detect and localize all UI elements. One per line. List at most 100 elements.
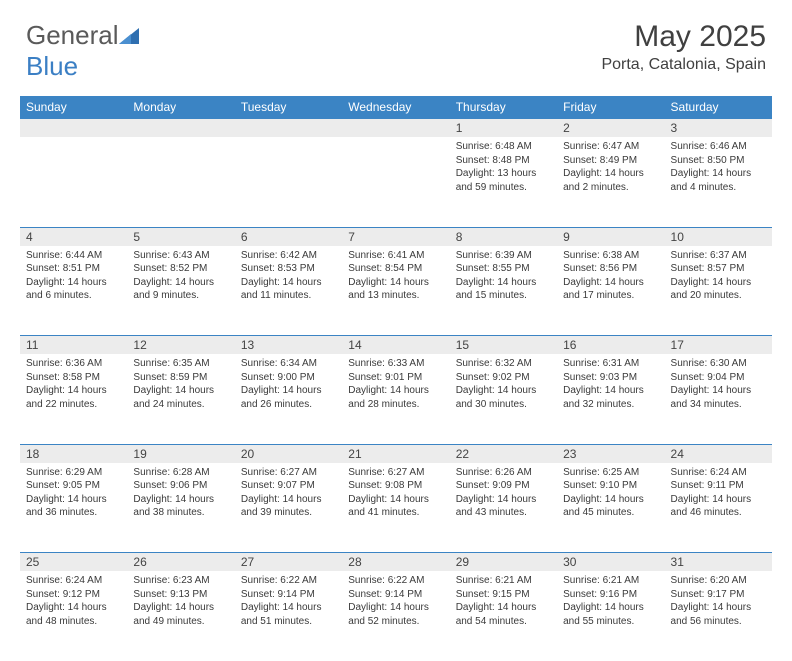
day-cell-body: Sunrise: 6:32 AM Sunset: 9:02 PM Daylight:… [450,354,557,417]
day-cell-body: Sunrise: 6:25 AMSunset: 9:10 PMDaylight:… [557,463,664,526]
sunrise-line: Sunrise: 6:27 AM [241,467,317,478]
day-cell-body: Sunrise: 6:48 AMSunset: 8:48 PMDaylight:… [450,137,557,200]
daylight-line: Daylight: 14 hours and 48 minutes. [26,602,107,627]
day-cell: Sunrise: 6:34 AMSunset: 9:00 PMDaylight:… [235,354,342,444]
sunrise-line: Sunrise: 6:41 AM [348,250,424,261]
sunrise-line: Sunrise: 6:35 AM [133,358,209,369]
daylight-line: Daylight: 14 hours and 24 minutes. [133,385,214,410]
sunset-line: Sunset: 9:12 PM [26,589,100,600]
sunset-line: Sunset: 9:08 PM [348,480,422,491]
day-cell: Sunrise: 6:28 AMSunset: 9:06 PMDaylight:… [127,463,234,553]
week-row: Sunrise: 6:29 AMSunset: 9:05 PMDaylight:… [20,463,772,553]
day-cell-empty [127,137,234,227]
day-number-row: 45678910 [20,227,772,246]
daylight-line: Daylight: 14 hours and 6 minutes. [26,277,107,302]
day-cell: Sunrise: 6:32 AM Sunset: 9:02 PM Daylight:… [450,354,557,444]
day-cell-body: Sunrise: 6:28 AMSunset: 9:06 PMDaylight:… [127,463,234,526]
day-cell: Sunrise: 6:31 AMSunset: 9:03 PMDaylight:… [557,354,664,444]
sunrise-line: Sunrise: 6:39 AM [456,250,532,261]
daylight-line: Daylight: 14 hours and 20 minutes. [671,277,752,302]
sunrise-line: Sunrise: 6:30 AM [671,358,747,369]
sunset-line: Sunset: 9:16 PM [563,589,637,600]
sunset-line: Sunset: 8:51 PM [26,263,100,274]
sunrise-line: Sunrise: 6:24 AM [671,467,747,478]
daylight-line: Daylight: 14 hours and 32 minutes. [563,385,644,410]
day-number: 2 [557,119,664,138]
calendar-table: SundayMondayTuesdayWednesdayThursdayFrid… [20,96,772,661]
sunrise-line: Sunrise: 6:48 AM [456,141,532,152]
day-cell: Sunrise: 6:21 AMSunset: 9:15 PMDaylight:… [450,571,557,661]
day-cell-body: Sunrise: 6:38 AMSunset: 8:56 PMDaylight:… [557,246,664,309]
day-number: 6 [235,227,342,246]
sunrise-line: Sunrise: 6:24 AM [26,575,102,586]
daylight-line: Daylight: 14 hours and 41 minutes. [348,494,429,519]
day-cell-body: Sunrise: 6:35 AMSunset: 8:59 PMDaylight:… [127,354,234,417]
day-number: 4 [20,227,127,246]
daylight-line: Daylight: 14 hours and 55 minutes. [563,602,644,627]
daylight-line: Daylight: 14 hours and 11 minutes. [241,277,322,302]
sunset-line: Sunset: 9:06 PM [133,480,207,491]
day-cell-body: Sunrise: 6:23 AMSunset: 9:13 PMDaylight:… [127,571,234,634]
logo-triangle-icon [119,28,139,44]
day-number: 1 [450,119,557,138]
day-number-row: 123 [20,119,772,138]
sunrise-line: Sunrise: 6:22 AM [348,575,424,586]
day-cell: Sunrise: 6:37 AM Sunset: 8:57 PM Daylight:… [665,246,772,336]
daylight-line: Daylight: 14 hours and 30 minutes. [456,385,537,410]
logo-text: General Blue [26,20,139,82]
sunset-line: Sunset: 9:05 PM [26,480,100,491]
day-cell: Sunrise: 6:29 AMSunset: 9:05 PMDaylight:… [20,463,127,553]
day-number: 29 [450,553,557,572]
daylight-line: Daylight: 14 hours and 4 minutes. [671,168,752,193]
sunrise-line: Sunrise: 6:42 AM [241,250,317,261]
daylight-line: Daylight: 14 hours and 13 minutes. [348,277,429,302]
day-number-row: 18192021222324 [20,444,772,463]
day-cell: Sunrise: 6:35 AMSunset: 8:59 PMDaylight:… [127,354,234,444]
daylight-line: Daylight: 13 hours and 59 minutes. [456,168,537,193]
sunset-line: Sunset: 9:02 PM [456,372,530,383]
day-of-week-header-row: SundayMondayTuesdayWednesdayThursdayFrid… [20,96,772,119]
sunset-line: Sunset: 8:49 PM [563,155,637,166]
day-number: 31 [665,553,772,572]
day-cell-body: Sunrise: 6:26 AMSunset: 9:09 PMDaylight:… [450,463,557,526]
day-number: 20 [235,444,342,463]
logo-text-blue: Blue [26,51,78,81]
day-number: 3 [665,119,772,138]
day-number: 28 [342,553,449,572]
day-cell: Sunrise: 6:43 AMSunset: 8:52 PMDaylight:… [127,246,234,336]
sunset-line: Sunset: 8:57 PM [671,263,745,274]
sunrise-line: Sunrise: 6:22 AM [241,575,317,586]
day-cell-empty [20,137,127,227]
day-cell-body: Sunrise: 6:37 AM Sunset: 8:57 PM Daylight:… [665,246,772,309]
sunset-line: Sunset: 9:11 PM [671,480,744,491]
day-number: 17 [665,336,772,355]
day-number: 26 [127,553,234,572]
daylight-line: Daylight: 14 hours and 34 minutes. [671,385,752,410]
day-number: 25 [20,553,127,572]
logo: General Blue [26,20,139,82]
week-row: Sunrise: 6:24 AM Sunset: 9:12 PM Daylight:… [20,571,772,661]
sunrise-line: Sunrise: 6:47 AM [563,141,639,152]
day-cell-body: Sunrise: 6:39 AMSunset: 8:55 PMDaylight:… [450,246,557,309]
day-cell-body: Sunrise: 6:24 AM Sunset: 9:12 PM Daylight:… [20,571,127,634]
day-cell: Sunrise: 6:38 AMSunset: 8:56 PMDaylight:… [557,246,664,336]
day-cell-body: Sunrise: 6:31 AMSunset: 9:03 PMDaylight:… [557,354,664,417]
sunrise-line: Sunrise: 6:28 AM [133,467,209,478]
sunrise-line: Sunrise: 6:20 AM [671,575,747,586]
daylight-line: Daylight: 14 hours and 22 minutes. [26,385,107,410]
day-number: 9 [557,227,664,246]
sunrise-line: Sunrise: 6:32 AM [456,358,532,369]
sunrise-line: Sunrise: 6:26 AM [456,467,532,478]
day-cell: Sunrise: 6:39 AMSunset: 8:55 PMDaylight:… [450,246,557,336]
day-number: 23 [557,444,664,463]
sunrise-line: Sunrise: 6:37 AM [671,250,747,261]
sunrise-line: Sunrise: 6:34 AM [241,358,317,369]
day-cell: Sunrise: 6:46 AMSunset: 8:50 PMDaylight:… [665,137,772,227]
day-number: 24 [665,444,772,463]
day-number-row: 25262728293031 [20,553,772,572]
logo-text-general: General [26,20,119,50]
day-cell-empty [235,137,342,227]
day-cell-body: Sunrise: 6:30 AMSunset: 9:04 PMDaylight:… [665,354,772,417]
day-number: 12 [127,336,234,355]
day-cell: Sunrise: 6:36 AMSunset: 8:58 PMDaylight:… [20,354,127,444]
